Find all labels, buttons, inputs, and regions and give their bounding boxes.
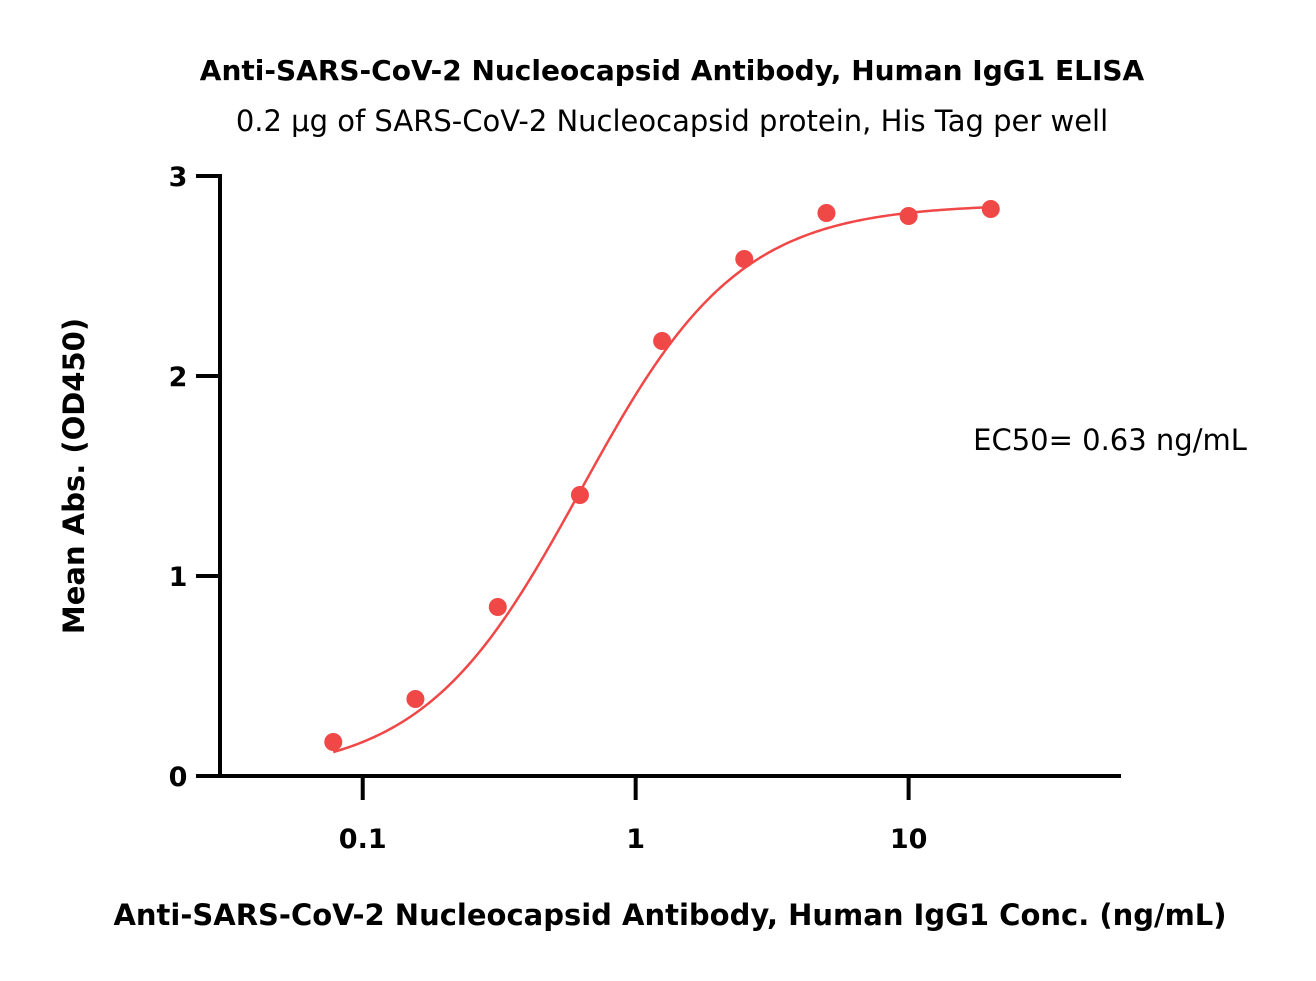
- y-axis-label: Mean Abs. (OD450): [57, 318, 91, 634]
- y-tick-label: 0: [169, 762, 188, 793]
- chart-subtitle: 0.2 μg of SARS-CoV-2 Nucleocapsid protei…: [236, 104, 1108, 138]
- ec50-annotation: EC50= 0.63 ng/mL: [973, 423, 1247, 457]
- y-tick-label: 2: [169, 362, 188, 393]
- x-ticks: 0.1 1 10: [339, 776, 928, 855]
- data-point: [406, 690, 425, 708]
- data-point: [570, 486, 589, 504]
- data-point: [981, 200, 1000, 218]
- data-point: [817, 204, 836, 222]
- y-tick-label: 3: [169, 162, 188, 193]
- x-tick-label: 1: [626, 824, 645, 855]
- x-axis-label: Anti-SARS-CoV-2 Nucleocapsid Antibody, H…: [113, 898, 1226, 932]
- axes: [218, 174, 1121, 778]
- y-tick-label: 1: [169, 562, 188, 593]
- data-point: [735, 250, 754, 268]
- data-point: [324, 733, 343, 751]
- data-point: [488, 598, 507, 616]
- x-tick-label: 10: [890, 824, 928, 855]
- data-point: [653, 332, 672, 350]
- data-point: [899, 207, 918, 225]
- y-ticks: 0 1 2 3: [169, 162, 220, 793]
- data-points: [324, 200, 1000, 751]
- fit-curve: [332, 205, 991, 754]
- chart-title: Anti-SARS-CoV-2 Nucleocapsid Antibody, H…: [200, 54, 1145, 87]
- x-tick-label: 0.1: [339, 824, 387, 855]
